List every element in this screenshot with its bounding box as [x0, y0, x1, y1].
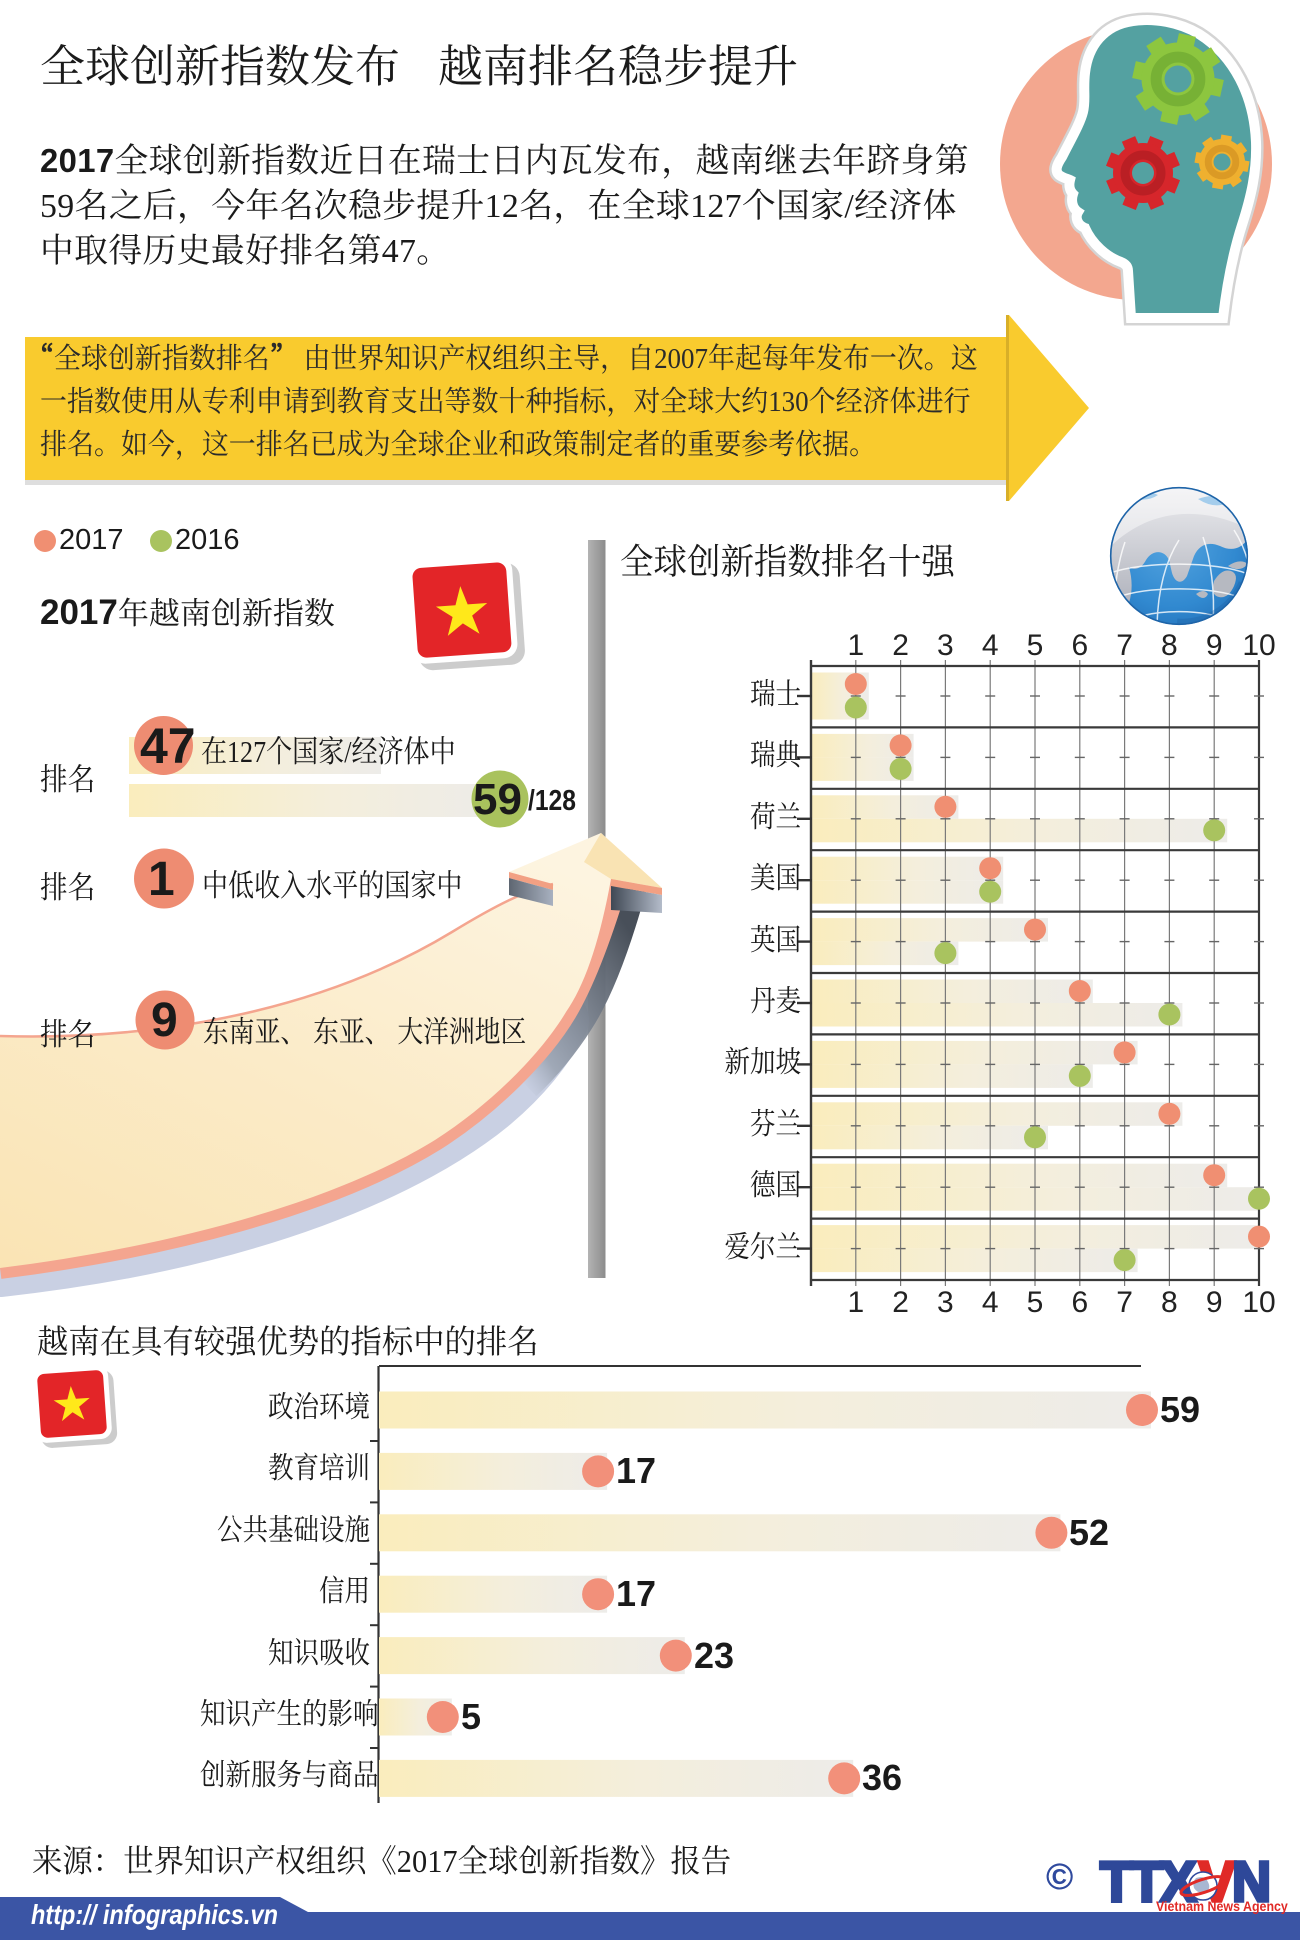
svg-text:N: N [1232, 1850, 1268, 1914]
svg-text:8: 8 [1161, 629, 1178, 662]
svg-text:4: 4 [982, 629, 999, 662]
svg-text:2: 2 [892, 629, 909, 662]
svg-text:3: 3 [937, 1286, 954, 1319]
svg-text:6: 6 [1071, 629, 1088, 662]
svg-text:1: 1 [847, 1286, 864, 1319]
svg-text:4: 4 [982, 1286, 999, 1319]
svg-text:8: 8 [1161, 1286, 1178, 1319]
svg-text:6: 6 [1071, 1286, 1088, 1319]
svg-text:9: 9 [1206, 629, 1223, 662]
svg-text:10: 10 [1242, 1286, 1275, 1319]
svg-text:2: 2 [892, 1286, 909, 1319]
svg-text:3: 3 [937, 629, 954, 662]
svg-text:1: 1 [847, 629, 864, 662]
svg-text:10: 10 [1242, 629, 1275, 662]
svg-text:TTX: TTX [1100, 1850, 1196, 1914]
svg-text:7: 7 [1116, 1286, 1133, 1319]
svg-text:5: 5 [1027, 1286, 1044, 1319]
svg-text:9: 9 [1206, 1286, 1223, 1319]
svg-text:5: 5 [1027, 629, 1044, 662]
svg-text:7: 7 [1116, 629, 1133, 662]
